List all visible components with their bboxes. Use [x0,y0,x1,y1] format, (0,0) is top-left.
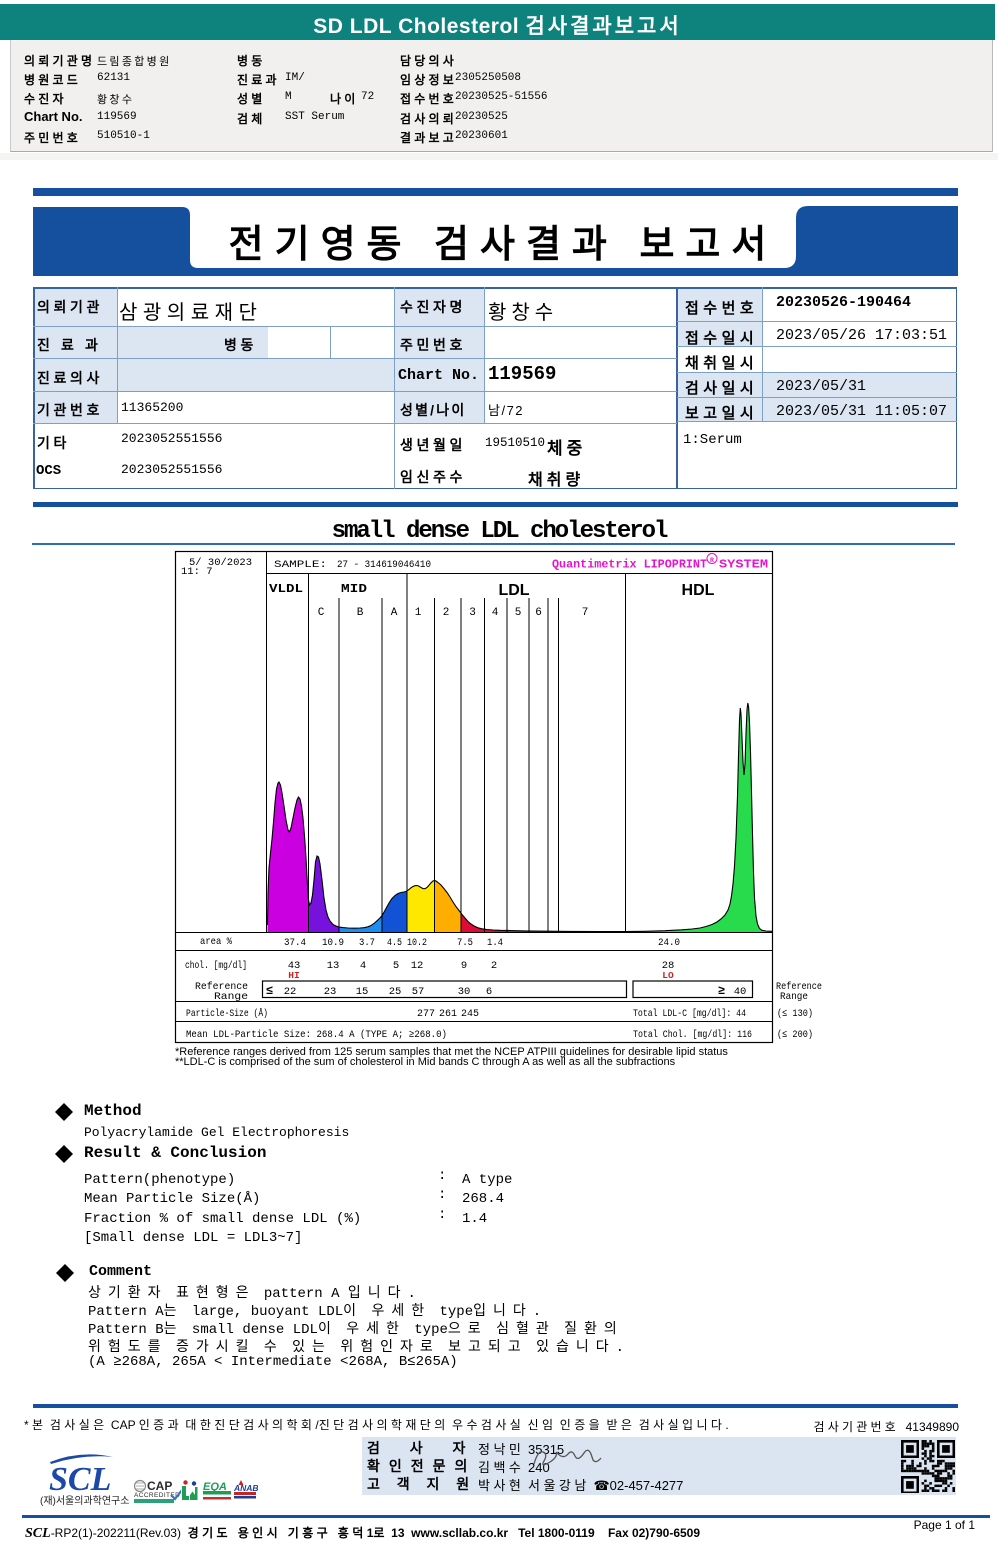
svg-text:3.7: 3.7 [359,937,375,949]
svg-text:(재)서울의과학연구소: (재)서울의과학연구소 [40,1495,129,1507]
svg-text:37.4: 37.4 [284,937,306,949]
svg-text:R: R [710,557,714,564]
svg-text:HI: HI [288,970,299,981]
svg-text:Reference: Reference [195,981,248,993]
svg-text:SCL: SCL [49,1461,111,1498]
svg-text:Particle-Size (Å): Particle-Size (Å) [186,1007,268,1020]
svg-text:B: B [357,607,364,619]
svg-text:Quantimetrix LIPOPRINT: Quantimetrix LIPOPRINT [552,559,707,572]
svg-text:1.4: 1.4 [487,937,503,949]
svg-text:11: 7: 11: 7 [181,566,213,578]
svg-text:Total Chol. [mg/dl]: 116: Total Chol. [mg/dl]: 116 [633,1029,752,1041]
svg-text:1: 1 [415,607,422,619]
svg-text:30: 30 [458,986,471,998]
svg-text:22: 22 [284,986,297,998]
svg-text:5: 5 [393,960,399,972]
svg-text:MID: MID [341,583,367,596]
svg-text:LDL: LDL [498,582,529,599]
svg-text:43: 43 [288,960,301,972]
svg-text:12: 12 [411,960,424,972]
svg-text:CAP: CAP [147,1479,172,1493]
svg-text:ANAB: ANAB [233,1483,258,1493]
svg-text:≤: ≤ [266,984,273,998]
svg-text:10.2: 10.2 [407,937,427,949]
svg-text:28: 28 [662,960,675,972]
svg-text:≥: ≥ [718,984,725,998]
svg-text:24.0: 24.0 [658,937,680,949]
svg-text:4.5: 4.5 [387,937,402,949]
svg-text:chol. [mg/dl]: chol. [mg/dl] [185,960,247,972]
svg-text:7.5: 7.5 [457,937,473,949]
svg-text:23: 23 [324,986,337,998]
svg-text:EQA: EQA [203,1481,227,1493]
svg-text:ACCREDITED: ACCREDITED [134,1492,180,1499]
svg-text:277: 277 [417,1008,435,1020]
svg-text:3: 3 [469,607,476,619]
svg-text:SAMPLE:: SAMPLE: [274,559,327,571]
svg-text:(≤ 130): (≤ 130) [777,1008,813,1020]
svg-text:6: 6 [535,607,542,619]
svg-text:HDL: HDL [682,582,715,599]
svg-text:261: 261 [439,1008,457,1020]
svg-text:2: 2 [491,960,497,972]
svg-text:2: 2 [443,607,450,619]
svg-text:15: 15 [356,986,369,998]
svg-text:SYSTEM: SYSTEM [719,559,768,572]
svg-text:(≤ 200): (≤ 200) [777,1029,813,1041]
svg-text:LO: LO [662,970,674,981]
svg-text:5/ 30/2023: 5/ 30/2023 [189,557,252,569]
svg-text:A: A [391,607,398,619]
svg-text:25: 25 [389,986,402,998]
svg-text:9: 9 [461,960,467,972]
svg-text:6: 6 [486,986,492,998]
svg-text:Range: Range [214,991,248,1003]
svg-text:13: 13 [327,960,340,972]
svg-text:10.9: 10.9 [322,937,344,949]
svg-text:Range: Range [780,991,808,1003]
svg-text:area %: area % [200,936,233,948]
svg-text:C: C [318,607,325,619]
svg-text:57: 57 [412,986,425,998]
svg-text:27 - 314619046410: 27 - 314619046410 [337,559,431,571]
svg-text:40: 40 [734,986,747,998]
svg-text:5: 5 [515,607,522,619]
svg-text:VLDL: VLDL [269,583,303,596]
svg-text:Total LDL-C [mg/dl]: 44: Total LDL-C [mg/dl]: 44 [633,1008,746,1020]
svg-text:7: 7 [582,607,589,619]
svg-text:4: 4 [492,607,499,619]
svg-text:Reference: Reference [776,981,822,993]
svg-text:4: 4 [360,960,366,972]
svg-text:245: 245 [461,1008,479,1020]
svg-text:Mean LDL-Particle Size: 268.4: Mean LDL-Particle Size: 268.4 A (TYPE A;… [186,1029,447,1041]
